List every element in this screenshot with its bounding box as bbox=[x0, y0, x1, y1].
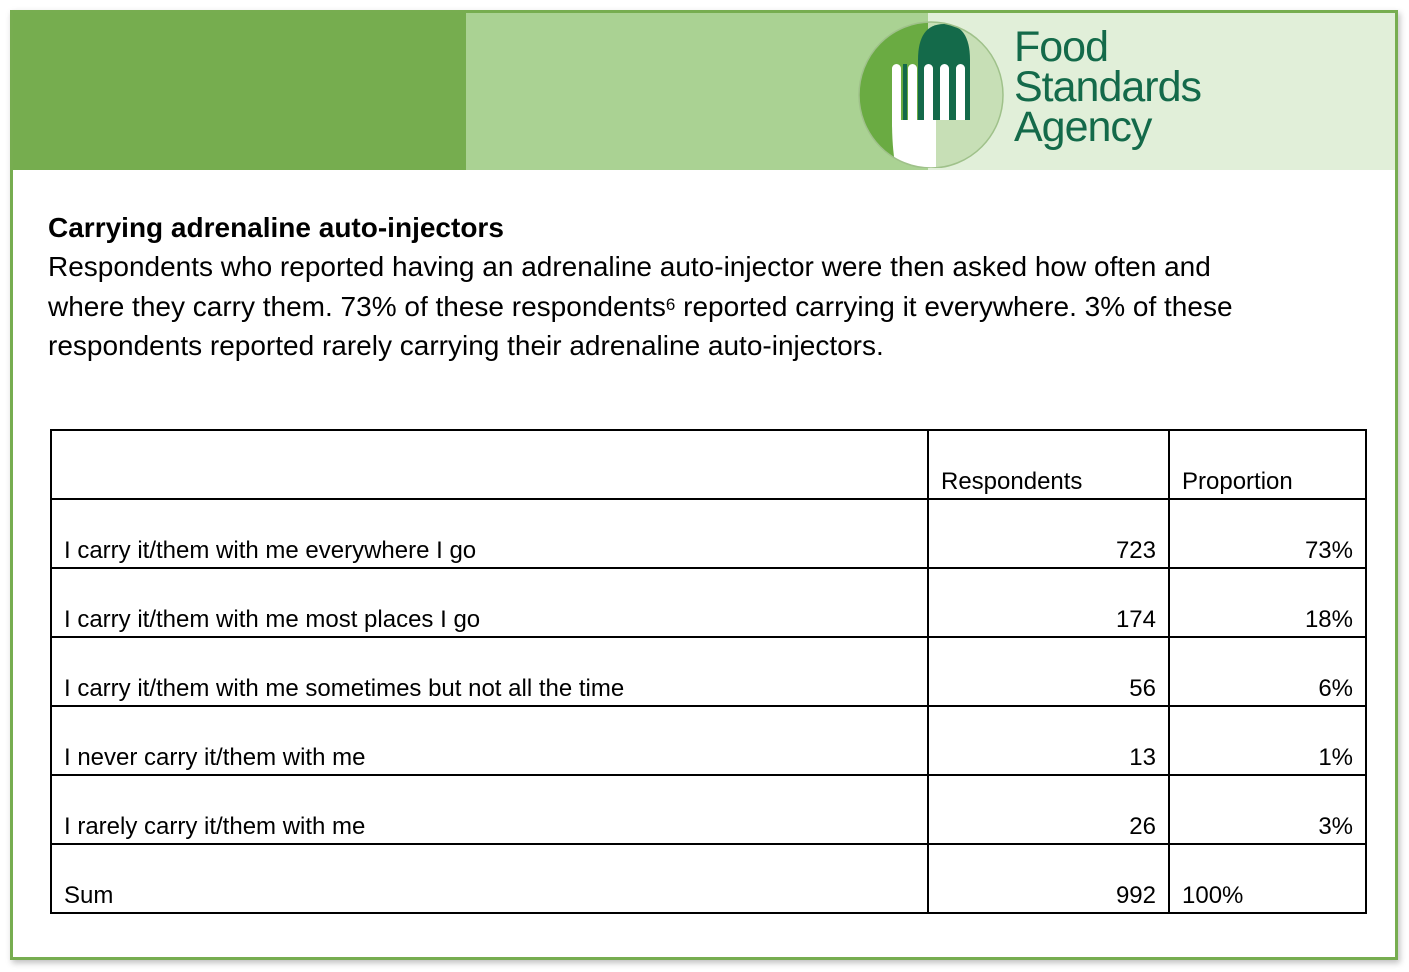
footnote-ref[interactable]: 6 bbox=[665, 294, 676, 314]
sum-proportion: 100% bbox=[1168, 843, 1367, 914]
header-banner: Food Standards Agency bbox=[13, 13, 1395, 170]
row-respondents: 174 bbox=[927, 567, 1170, 638]
table-row: I carry it/them with me most places I go… bbox=[50, 567, 1367, 638]
row-proportion: 73% bbox=[1168, 498, 1367, 569]
row-proportion: 6% bbox=[1168, 636, 1367, 707]
logo-line-1: Food bbox=[1014, 23, 1109, 71]
row-label: I carry it/them with me most places I go bbox=[50, 567, 929, 638]
row-respondents: 13 bbox=[927, 705, 1170, 776]
row-proportion: 1% bbox=[1168, 705, 1367, 776]
carrying-frequency-table: Respondents Proportion I carry it/them w… bbox=[50, 429, 1367, 914]
section-paragraph: Respondents who reported having an adren… bbox=[48, 247, 1248, 366]
table-header-row: Respondents Proportion bbox=[50, 429, 1367, 500]
table-row: I carry it/them with me everywhere I go … bbox=[50, 498, 1367, 569]
paragraph-text-1: Respondents who reported having an adren… bbox=[48, 251, 1211, 322]
sum-label: Sum bbox=[50, 843, 929, 914]
paragraph-text-2: reported carrying it everywhere. 3% of t… bbox=[48, 290, 1233, 362]
fork-in-circle-icon bbox=[858, 21, 1004, 168]
row-label: I carry it/them with me everywhere I go bbox=[50, 498, 929, 569]
row-respondents: 56 bbox=[927, 636, 1170, 707]
logo-line-3: Agency bbox=[1014, 103, 1152, 151]
table-row: I never carry it/them with me 13 1% bbox=[50, 705, 1367, 776]
section-content: Carrying adrenaline auto-injectors Respo… bbox=[48, 209, 1348, 366]
row-respondents: 26 bbox=[927, 774, 1170, 845]
header-band-mid bbox=[466, 13, 928, 170]
table-sum-row: Sum 992 100% bbox=[50, 843, 1367, 914]
row-proportion: 18% bbox=[1168, 567, 1367, 638]
logo-line-2: Standards bbox=[1014, 63, 1202, 111]
section-title: Carrying adrenaline auto-injectors bbox=[48, 212, 504, 243]
document-frame: Food Standards Agency Carrying adrenalin… bbox=[10, 10, 1398, 960]
table-row: I carry it/them with me sometimes but no… bbox=[50, 636, 1367, 707]
row-respondents: 723 bbox=[927, 498, 1170, 569]
table-row: I rarely carry it/them with me 26 3% bbox=[50, 774, 1367, 845]
header-band-dark bbox=[13, 13, 466, 170]
sum-respondents: 992 bbox=[927, 843, 1170, 914]
row-label: I carry it/them with me sometimes but no… bbox=[50, 636, 929, 707]
header-respondents: Respondents bbox=[927, 429, 1170, 500]
header-band-light bbox=[928, 13, 1395, 170]
header-label-cell bbox=[50, 429, 929, 500]
agency-name-logo: Food Standards Agency bbox=[1014, 23, 1202, 151]
header-proportion: Proportion bbox=[1168, 429, 1367, 500]
row-label: I never carry it/them with me bbox=[50, 705, 929, 776]
row-proportion: 3% bbox=[1168, 774, 1367, 845]
row-label: I rarely carry it/them with me bbox=[50, 774, 929, 845]
